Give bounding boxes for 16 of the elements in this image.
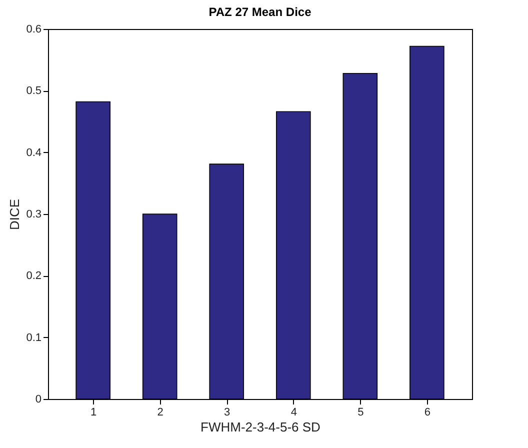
y-axis-title: DICE [7,198,22,230]
chart-title: PAZ 27 Mean Dice [208,5,312,19]
x-axis-title: FWHM-2-3-4-5-6 SD [200,420,320,434]
y-tick-label: 0.4 [26,146,42,159]
y-tick-label: 0.1 [26,332,42,344]
x-tick-label: 5 [358,406,364,418]
y-tick-label: 0 [35,394,42,406]
y-tick-label: 0.2 [26,270,42,282]
y-tick-label: 0.6 [26,24,42,36]
x-tick-label: 6 [424,406,430,418]
y-tick-label: 0.5 [26,85,42,98]
x-tick-label: 4 [290,406,297,418]
x-tick-label: 3 [224,406,230,418]
x-tick-label: 1 [90,406,97,418]
x-tick-label: 2 [157,406,164,418]
y-tick-label: 0.3 [26,208,42,220]
